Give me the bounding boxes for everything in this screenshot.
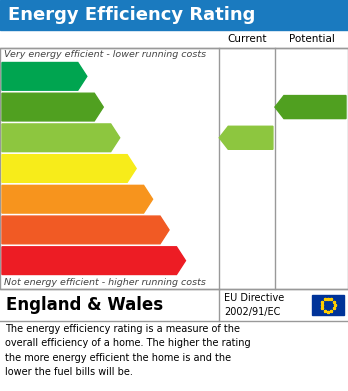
- Text: England & Wales: England & Wales: [6, 296, 163, 314]
- Text: (81-91): (81-91): [5, 102, 37, 111]
- Bar: [0, 0, 348, 30]
- Bar: [312, 295, 344, 315]
- Polygon shape: [2, 216, 169, 244]
- Polygon shape: [2, 63, 87, 90]
- Text: Very energy efficient - lower running costs: Very energy efficient - lower running co…: [4, 50, 206, 59]
- Text: Potential: Potential: [288, 34, 334, 44]
- Text: (92-100): (92-100): [5, 72, 42, 81]
- Polygon shape: [219, 126, 273, 149]
- Polygon shape: [2, 247, 185, 274]
- Text: (69-80): (69-80): [5, 133, 37, 142]
- Text: The energy efficiency rating is a measure of the
overall efficiency of a home. T: The energy efficiency rating is a measur…: [5, 324, 251, 377]
- Text: B: B: [95, 100, 106, 114]
- Text: Not energy efficient - higher running costs: Not energy efficient - higher running co…: [4, 278, 206, 287]
- Text: D: D: [128, 161, 140, 176]
- Bar: [0, 48, 348, 289]
- Polygon shape: [2, 124, 120, 152]
- Text: (1-20): (1-20): [5, 256, 31, 265]
- Text: C: C: [112, 131, 122, 145]
- Text: Energy Efficiency Rating: Energy Efficiency Rating: [8, 6, 255, 24]
- Text: 85: 85: [305, 100, 324, 114]
- Polygon shape: [275, 95, 346, 118]
- Text: E: E: [145, 192, 154, 206]
- Polygon shape: [2, 93, 103, 121]
- Text: Current: Current: [227, 34, 267, 44]
- Text: 70: 70: [240, 131, 260, 145]
- Text: EU Directive
2002/91/EC: EU Directive 2002/91/EC: [224, 293, 285, 317]
- Text: G: G: [177, 254, 189, 268]
- Polygon shape: [2, 155, 136, 182]
- Text: (21-38): (21-38): [5, 226, 37, 235]
- Text: F: F: [161, 223, 171, 237]
- Polygon shape: [2, 185, 153, 213]
- Text: (39-54): (39-54): [5, 195, 37, 204]
- Text: (55-68): (55-68): [5, 164, 37, 173]
- Text: A: A: [79, 69, 89, 83]
